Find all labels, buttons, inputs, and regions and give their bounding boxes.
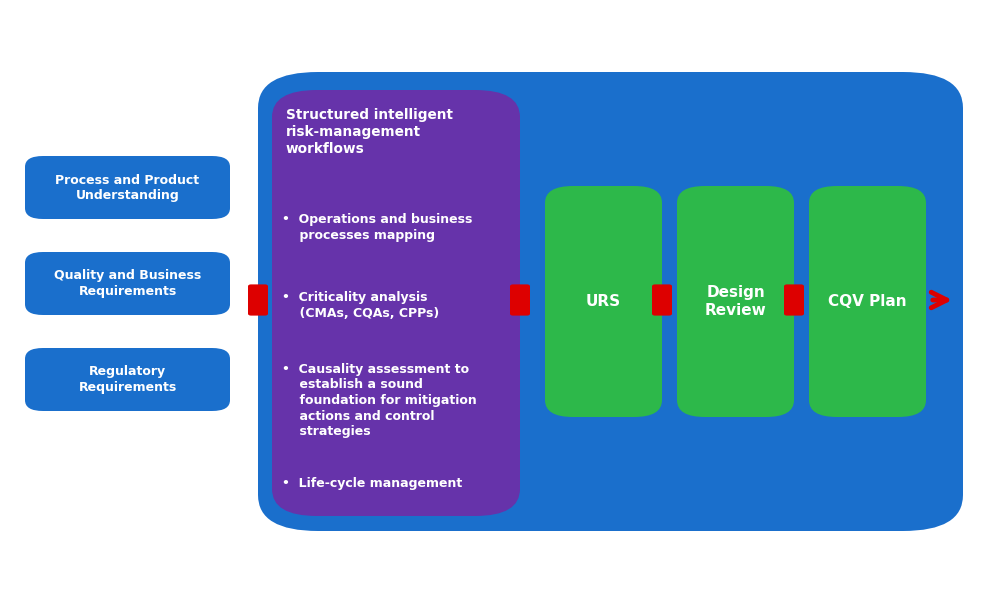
- Text: •  Criticality analysis
    (CMAs, CQAs, CPPs): • Criticality analysis (CMAs, CQAs, CPPs…: [282, 291, 439, 320]
- FancyBboxPatch shape: [545, 186, 662, 417]
- Text: Design
Review: Design Review: [705, 286, 766, 318]
- Text: •  Causality assessment to
    establish a sound
    foundation for mitigation
 : • Causality assessment to establish a so…: [282, 363, 477, 438]
- Text: URS: URS: [586, 294, 621, 309]
- FancyBboxPatch shape: [677, 186, 794, 417]
- Text: •  Operations and business
    processes mapping: • Operations and business processes mapp…: [282, 213, 472, 241]
- Text: Process and Product
Understanding: Process and Product Understanding: [55, 173, 200, 202]
- FancyBboxPatch shape: [248, 284, 268, 316]
- FancyBboxPatch shape: [258, 72, 963, 531]
- FancyBboxPatch shape: [510, 284, 530, 316]
- FancyBboxPatch shape: [25, 348, 230, 411]
- FancyBboxPatch shape: [25, 156, 230, 219]
- Text: CQV Plan: CQV Plan: [828, 294, 907, 309]
- Text: Quality and Business
Requirements: Quality and Business Requirements: [54, 269, 201, 298]
- Text: Structured intelligent
risk-management
workflows: Structured intelligent risk-management w…: [286, 108, 453, 155]
- FancyBboxPatch shape: [784, 284, 804, 316]
- Text: Regulatory
Requirements: Regulatory Requirements: [78, 365, 177, 394]
- FancyBboxPatch shape: [809, 186, 926, 417]
- FancyBboxPatch shape: [25, 252, 230, 315]
- FancyBboxPatch shape: [272, 90, 520, 516]
- FancyBboxPatch shape: [652, 284, 672, 316]
- Text: •  Life-cycle management: • Life-cycle management: [282, 477, 462, 490]
